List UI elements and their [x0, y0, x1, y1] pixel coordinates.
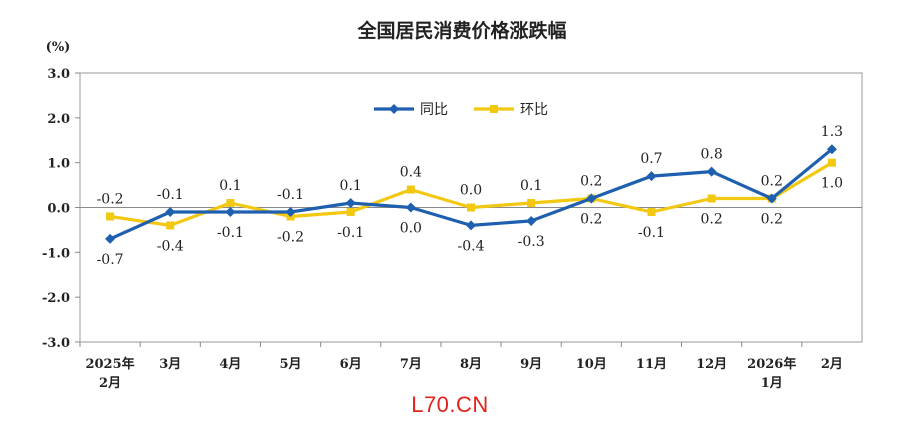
- mom-data-label: -0.1: [337, 225, 364, 241]
- mom-data-label: -0.1: [638, 225, 665, 241]
- mom-point-marker: [827, 158, 836, 167]
- yoy-point-marker: [405, 202, 416, 213]
- yoy-data-label: -0.1: [217, 225, 244, 241]
- yoy-point-marker: [105, 233, 116, 244]
- x-tick-label: 8月: [460, 357, 482, 372]
- watermark-text: L70.CN: [411, 392, 489, 417]
- yoy-data-label: 0.7: [640, 151, 662, 167]
- x-tick-label: 2月: [821, 357, 843, 372]
- yoy-data-label: 0.2: [761, 174, 783, 190]
- yoy-point-marker: [526, 215, 537, 226]
- mom-point-marker: [647, 207, 656, 216]
- y-tick-label: 2.0: [47, 112, 70, 127]
- mom-point-marker: [226, 199, 235, 208]
- mom-data-label: 0.2: [761, 212, 783, 228]
- x-tick-label: 3月: [159, 357, 181, 372]
- legend-mom-label: 环比: [520, 102, 548, 118]
- yoy-data-label: -0.1: [157, 187, 184, 203]
- x-tick-label: 2026年: [747, 356, 796, 372]
- yoy-data-label: -0.7: [97, 252, 124, 268]
- x-tick-label: 7月: [400, 357, 422, 372]
- mom-data-label: 0.2: [700, 212, 722, 228]
- x-tick-label: 2月: [99, 376, 121, 391]
- yoy-point-marker: [345, 198, 356, 209]
- y-tick-label: -1.0: [42, 246, 70, 261]
- x-tick-label: 5月: [280, 357, 302, 372]
- yoy-point-marker: [285, 206, 296, 217]
- x-tick-label: 6月: [340, 357, 362, 372]
- mom-point-marker: [467, 203, 475, 212]
- y-tick-label: -3.0: [42, 336, 70, 351]
- mom-point-marker: [527, 199, 536, 208]
- x-tick-label: 12月: [696, 357, 727, 372]
- mom-point-marker: [106, 212, 115, 221]
- mom-point-marker: [707, 194, 716, 203]
- chart-title: 全国居民消费价格涨跌幅: [356, 19, 566, 42]
- mom-data-label: 0.2: [580, 212, 602, 228]
- yoy-point-marker: [165, 206, 176, 217]
- y-tick-label: 3.0: [47, 67, 70, 82]
- series-lines-group: [105, 144, 837, 244]
- legend-yoy-label: 同比: [420, 102, 448, 118]
- mom-data-label: 0.1: [219, 178, 241, 194]
- yoy-point-marker: [826, 144, 837, 155]
- mom-data-label: 0.1: [520, 178, 542, 194]
- mom-point-marker: [406, 185, 415, 194]
- mom-data-label: -0.4: [157, 238, 184, 254]
- legend: 同比 环比: [374, 102, 548, 118]
- x-tick-label: 11月: [636, 357, 667, 372]
- yoy-data-label: -0.1: [277, 187, 304, 203]
- y-axis-unit-label: (%): [46, 40, 71, 55]
- mom-data-label: 0.4: [400, 165, 422, 181]
- x-tick-label: 1月: [761, 376, 783, 391]
- legend-yoy-marker: [389, 104, 399, 114]
- x-tick-label: 9月: [520, 357, 542, 372]
- mom-data-label: 0.0: [460, 183, 482, 199]
- yoy-data-label: 0.2: [580, 174, 602, 190]
- yoy-data-label: 0.8: [700, 147, 722, 163]
- axes-group: 3.0 2.0 1.0 0.0 -1.0 -2.0 -3.0 2025年 2月 3月 4月 5月 6月 7…: [42, 67, 863, 391]
- mom-data-label: -0.2: [277, 229, 304, 245]
- y-tick-label: 1.0: [47, 157, 70, 172]
- yoy-data-label: -0.4: [458, 238, 485, 254]
- yoy-data-label: 0.1: [340, 178, 362, 194]
- yoy-point-marker: [225, 206, 236, 217]
- yoy-point-marker: [646, 171, 657, 182]
- mom-data-label: -0.2: [97, 191, 124, 207]
- mom-data-label: 1.0: [821, 176, 843, 192]
- y-tick-label: -2.0: [42, 291, 70, 306]
- yoy-point-marker: [766, 193, 777, 204]
- mom-point-marker: [346, 207, 355, 216]
- mom-point-marker: [166, 221, 175, 230]
- yoy-point-marker: [586, 193, 597, 204]
- yoy-data-label: -0.3: [518, 234, 545, 250]
- x-tick-label: 4月: [219, 357, 241, 372]
- legend-mom-marker: [490, 105, 498, 113]
- x-tick-label: 2025年: [85, 356, 134, 372]
- yoy-data-label: 1.3: [821, 124, 843, 140]
- yoy-data-label: 0.0: [400, 221, 422, 237]
- yoy-point-marker: [466, 220, 476, 231]
- data-labels-group: -0.7 -0.1 -0.1 -0.1 0.1 0.0 -0.4 -0.3 0.2 0.7 0.8 0…: [97, 124, 843, 268]
- x-tick-label: 10月: [576, 357, 607, 372]
- yoy-point-marker: [706, 166, 717, 177]
- y-tick-label: 0.0: [47, 202, 70, 217]
